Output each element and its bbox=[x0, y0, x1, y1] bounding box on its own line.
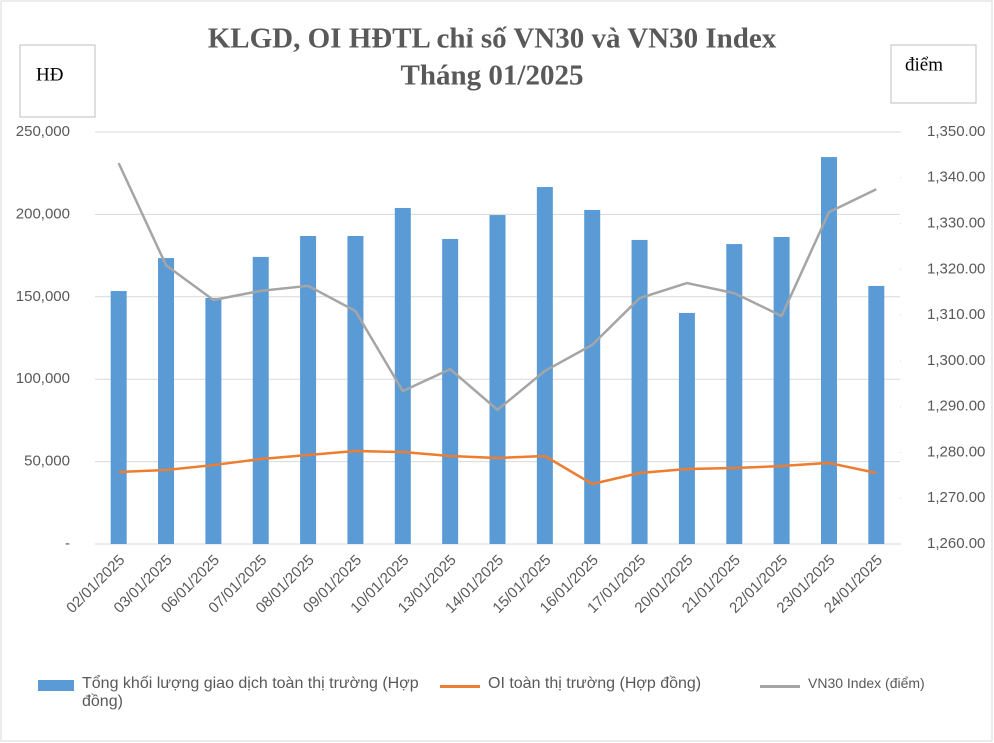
y2-tick-label: 1,340.00 bbox=[927, 169, 985, 186]
bar bbox=[868, 285, 885, 544]
bar bbox=[347, 235, 364, 544]
bar bbox=[442, 238, 459, 544]
bar bbox=[205, 297, 222, 544]
bar bbox=[110, 291, 127, 544]
legend: Tổng khối lượng giao dịch toàn thị trườn… bbox=[0, 675, 994, 725]
legend-item: VN30 Index (điểm) bbox=[760, 675, 980, 691]
chart-title: KLGD, OI HĐTL chỉ số VN30 và VN30 Index bbox=[208, 23, 777, 55]
y-tick-label: 100,000 bbox=[16, 370, 70, 387]
bar bbox=[631, 239, 648, 544]
y2-tick-label: 1,260.00 bbox=[927, 535, 985, 552]
legend-label: Tổng khối lượng giao dịch toàn thị trườn… bbox=[82, 675, 419, 710]
y-tick-label: 50,000 bbox=[24, 453, 70, 470]
legend-label: OI toàn thị trường (Hợp đồng) bbox=[488, 675, 702, 692]
chart-subtitle: Tháng 01/2025 bbox=[401, 60, 584, 92]
bar bbox=[773, 236, 790, 544]
y-axis-label: HĐ bbox=[36, 64, 63, 85]
legend-swatch bbox=[440, 685, 480, 688]
y2-tick-label: 1,290.00 bbox=[927, 398, 985, 415]
line bbox=[118, 449, 877, 486]
y2-tick-label: 1,330.00 bbox=[927, 215, 985, 232]
legend-item: OI toàn thị trường (Hợp đồng) bbox=[440, 675, 750, 693]
bar bbox=[158, 258, 175, 544]
bar bbox=[489, 215, 506, 544]
legend-swatch bbox=[38, 680, 74, 691]
y-tick-label: 250,000 bbox=[16, 123, 70, 140]
y2-axis-label: điểm bbox=[905, 54, 943, 75]
y-tick-label: 150,000 bbox=[16, 288, 70, 305]
y2-label-box bbox=[890, 44, 977, 104]
line bbox=[117, 162, 877, 412]
bar bbox=[820, 157, 837, 544]
y-tick-label: - bbox=[65, 535, 70, 552]
y2-tick-label: 1,280.00 bbox=[927, 443, 985, 460]
y2-tick-label: 1,320.00 bbox=[927, 260, 985, 277]
bar bbox=[394, 207, 411, 545]
y2-tick-label: 1,350.00 bbox=[927, 123, 985, 140]
legend-swatch bbox=[760, 685, 800, 688]
y2-tick-label: 1,310.00 bbox=[927, 306, 985, 323]
y2-tick-label: 1,300.00 bbox=[927, 352, 985, 369]
bar bbox=[584, 209, 601, 545]
bar bbox=[252, 256, 269, 544]
y-tick-label: 200,000 bbox=[16, 205, 70, 222]
bar bbox=[300, 235, 317, 544]
legend-label: VN30 Index (điểm) bbox=[808, 675, 925, 691]
y-label-box bbox=[19, 44, 96, 118]
bar bbox=[536, 187, 553, 544]
bar bbox=[726, 244, 743, 544]
legend-item: Tổng khối lượng giao dịch toàn thị trườn… bbox=[38, 675, 438, 711]
y2-tick-label: 1,270.00 bbox=[927, 489, 985, 506]
bar bbox=[678, 312, 695, 544]
